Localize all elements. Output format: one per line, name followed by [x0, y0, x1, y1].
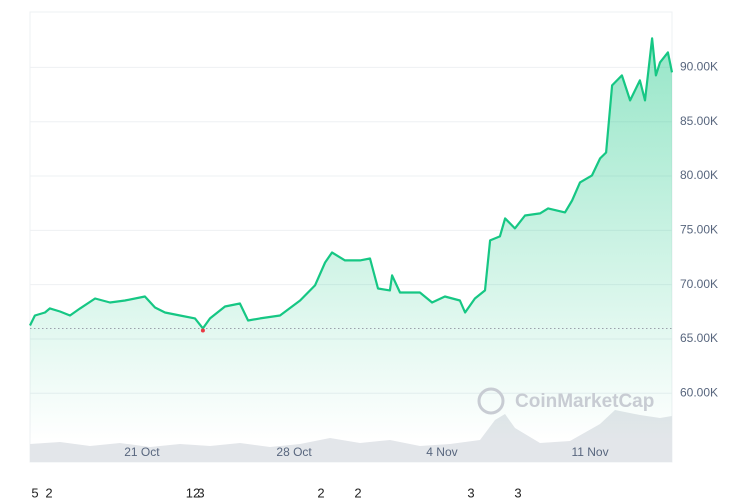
watermark: CoinMarketCap	[477, 387, 654, 415]
y-tick-label: 90.00K	[680, 60, 718, 74]
volume-area	[30, 410, 672, 462]
footer-label: 2	[354, 485, 361, 500]
y-tick-label: 60.00K	[680, 385, 718, 399]
watermark-icon	[477, 387, 505, 415]
y-tick-label: 75.00K	[680, 223, 718, 237]
low-marker	[200, 328, 205, 333]
footer-label: 3	[467, 485, 474, 500]
x-tick-label: 21 Oct	[124, 445, 160, 459]
footer-label: 12	[186, 485, 200, 500]
watermark-text: CoinMarketCap	[515, 391, 654, 412]
y-tick-label: 85.00K	[680, 114, 718, 128]
footer-label: 2	[45, 485, 52, 500]
x-tick-label: 28 Oct	[276, 445, 312, 459]
x-tick-label: 11 Nov	[571, 445, 608, 459]
y-tick-label: 65.00K	[680, 331, 718, 345]
y-tick-label: 70.00K	[680, 277, 718, 291]
area	[30, 38, 672, 441]
footer-label: 2	[317, 485, 324, 500]
footer-label: 3	[197, 485, 204, 500]
footer-label: 5	[31, 485, 38, 500]
price-line	[29, 37, 674, 330]
y-tick-label: 80.00K	[680, 168, 718, 182]
x-tick-label: 4 Nov	[426, 445, 457, 459]
footer-label: 3	[514, 485, 521, 500]
